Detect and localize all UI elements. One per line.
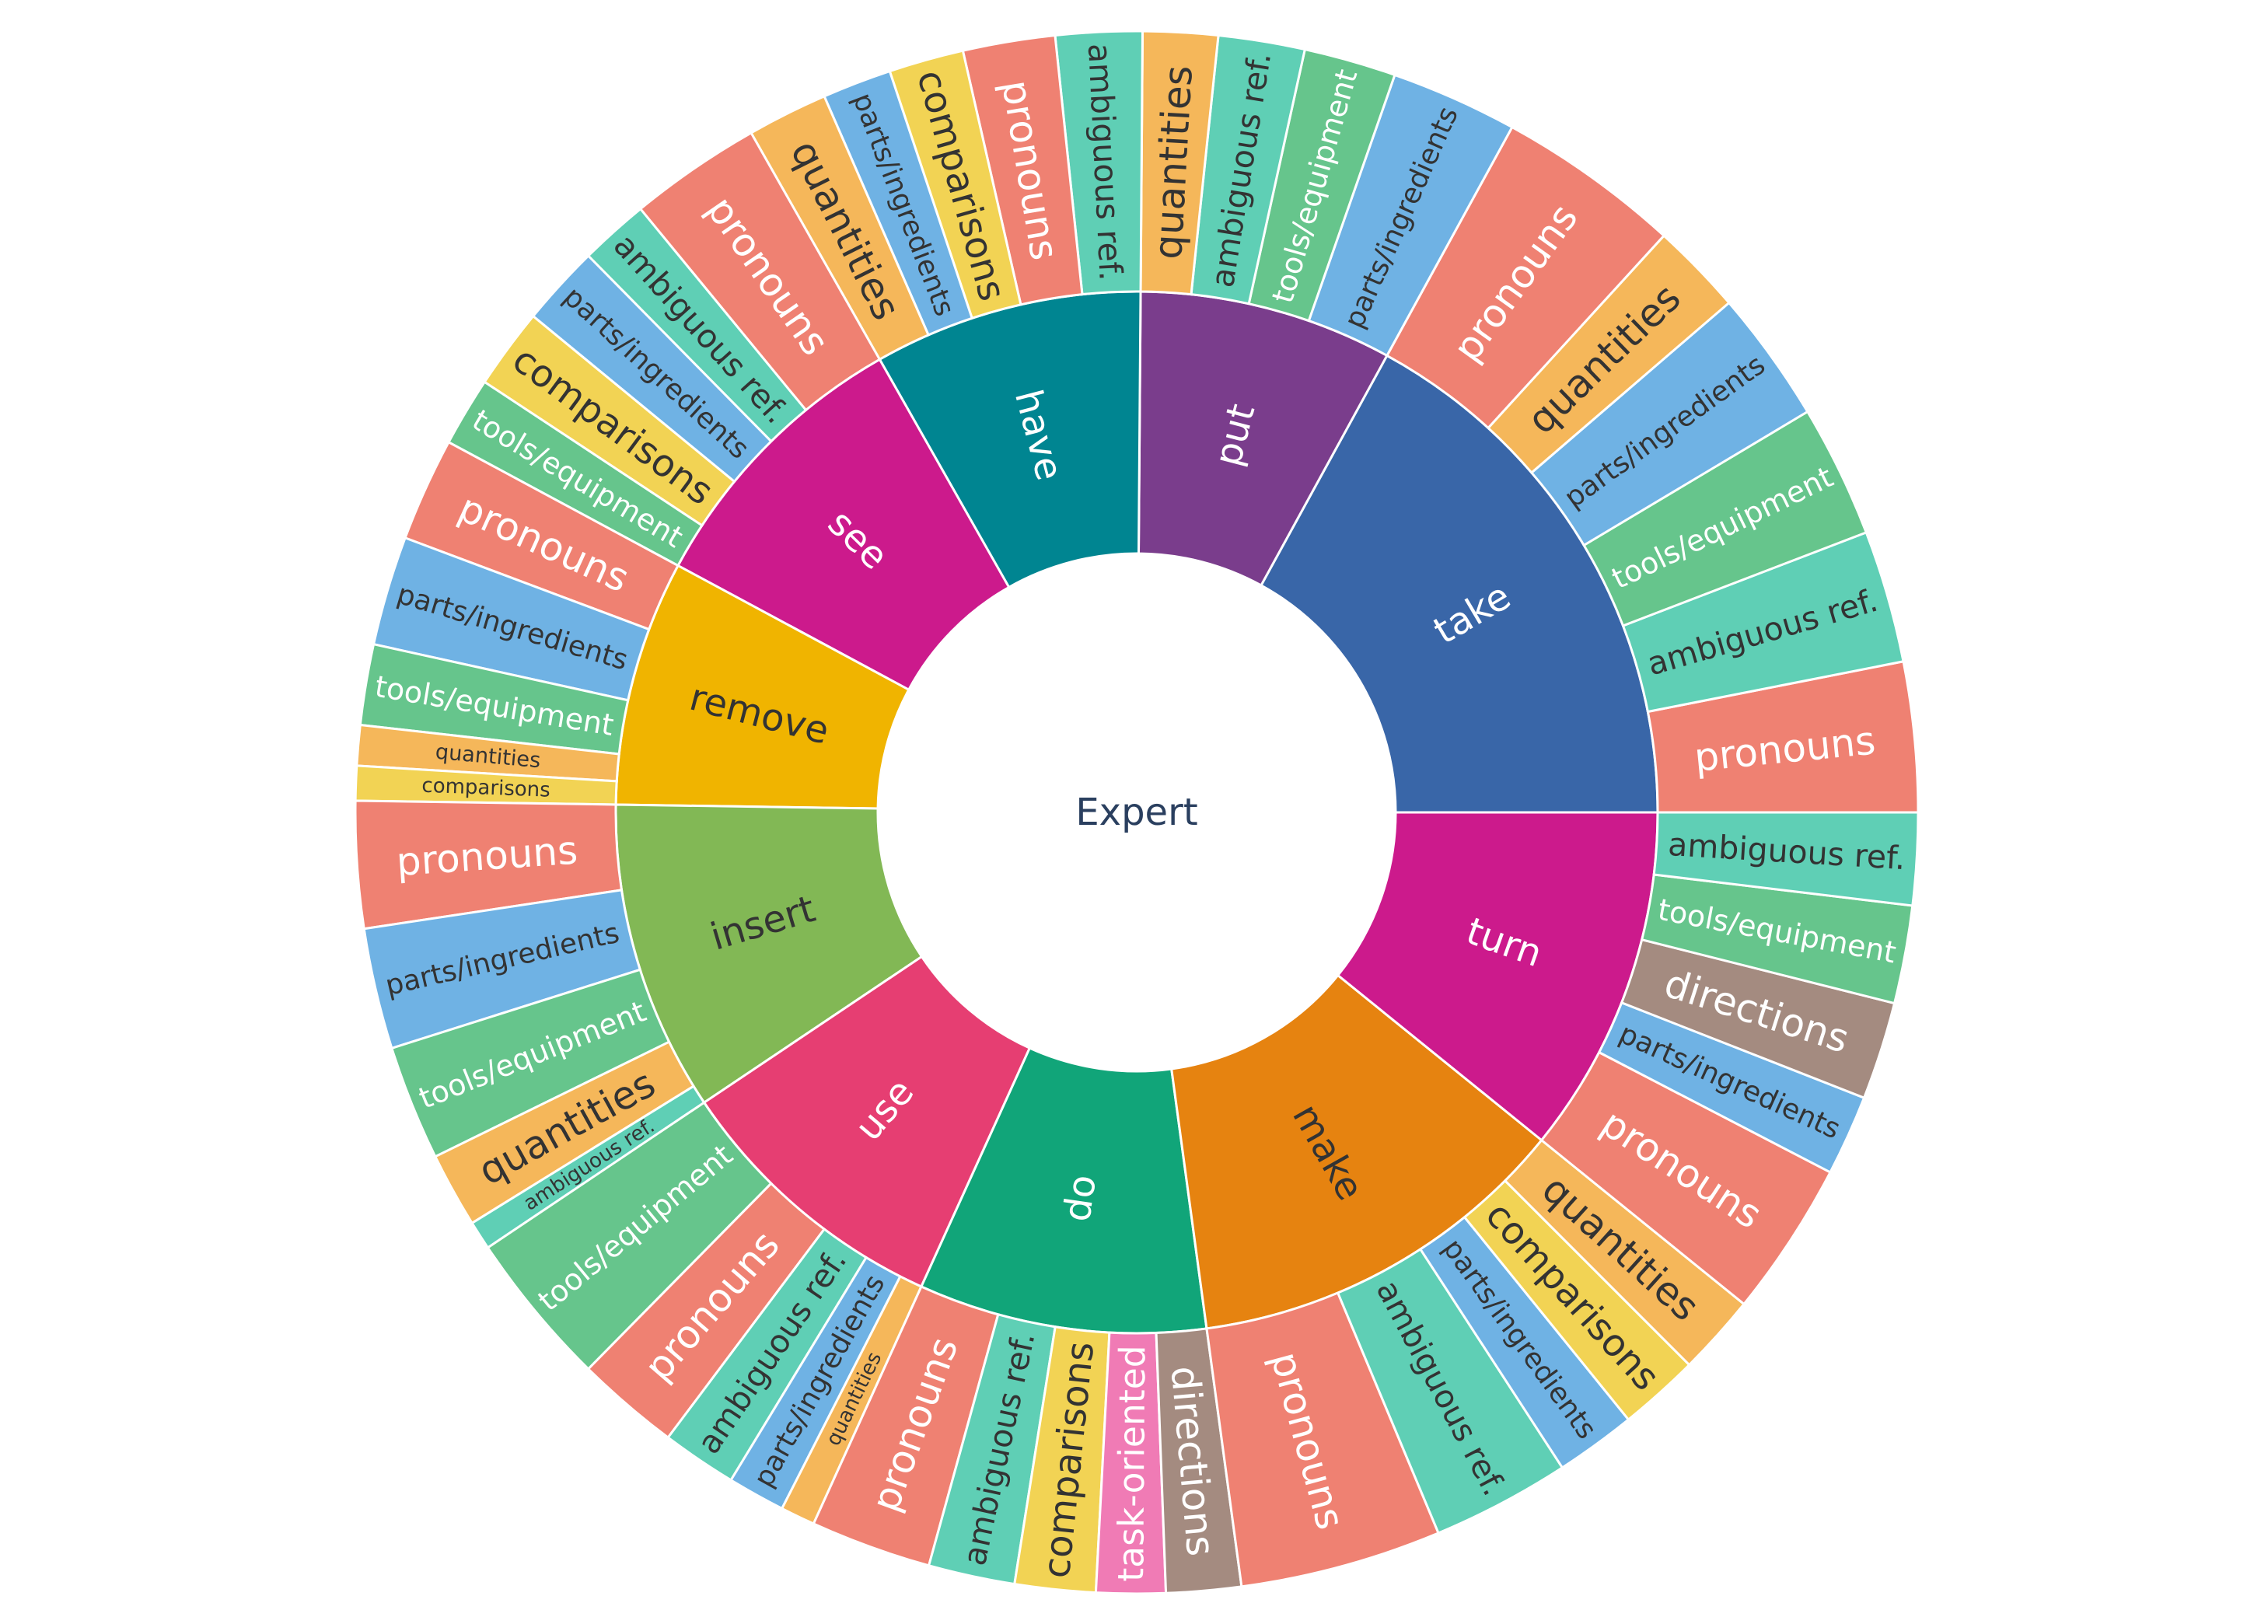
segment-label-put-quantities-3: quantities bbox=[1145, 65, 1201, 260]
root-label: Expert bbox=[1075, 791, 1197, 834]
segment-turn-ambiguous-ref-4[interactable] bbox=[1652, 811, 1920, 907]
segments bbox=[354, 30, 1920, 1595]
segment-label-do-task-oriented-3: task-oriented bbox=[1110, 1345, 1153, 1582]
segment-label-do: do bbox=[1055, 1172, 1105, 1224]
segment-label-remove-comparisons-4: comparisons bbox=[421, 774, 550, 802]
